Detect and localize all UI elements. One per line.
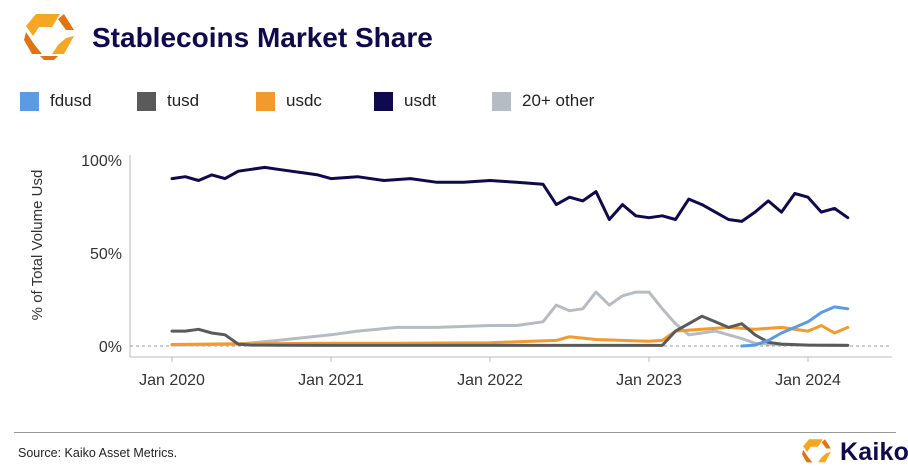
legend-label-usdt: usdt (404, 91, 437, 110)
y-tick-label: 50% (90, 246, 122, 263)
x-tick-label: Jan 2023 (616, 372, 682, 389)
y-tick-label: 0% (99, 339, 122, 356)
x-tick-label: Jan 2020 (139, 372, 205, 389)
line-chart: 100% 50% 0% Jan 2020 Jan 2021 Jan 2022 Jan 202… (29, 153, 892, 389)
legend-swatch-other (492, 91, 511, 111)
legend-swatch-usdt (374, 91, 393, 111)
series-line-usdc (170, 324, 850, 346)
kaiko-small-logo-icon (802, 439, 831, 463)
series-line-usdt (170, 165, 850, 223)
legend-label-fdusd: fdusd (50, 91, 92, 110)
legend-item-usdt: usdt (374, 88, 436, 114)
legend-swatch-fdusd (20, 91, 39, 111)
kaiko-logo-icon (24, 14, 74, 60)
plot-area: 100% 50% 0% Jan 2020 Jan 2021 Jan 2022 Jan 202… (81, 153, 892, 389)
legend-swatch-usdc (256, 91, 275, 111)
x-tick-label: Jan 2022 (457, 372, 523, 389)
chart-legend: fdusd tusd usdc usdt 20+ other (20, 88, 720, 114)
series-line-other (170, 290, 850, 347)
series-line-tusd (170, 314, 850, 347)
legend-label-tusd: tusd (167, 91, 200, 110)
legend-item-usdc: usdc (256, 88, 322, 114)
header (22, 10, 78, 62)
x-tick-label: Jan 2024 (775, 372, 841, 389)
legend-item-tusd: tusd (137, 88, 199, 114)
legend-swatch-tusd (137, 91, 156, 111)
y-tick-label: 100% (81, 153, 122, 170)
footer-divider (14, 432, 896, 433)
brand-name: Kaiko (840, 437, 908, 466)
x-tick-label: Jan 2021 (298, 372, 364, 389)
legend-label-other: 20+ other (522, 91, 595, 110)
page-title: Stablecoins Market Share (92, 22, 433, 53)
legend-item-fdusd: fdusd (20, 88, 92, 114)
legend-label-usdc: usdc (286, 91, 322, 110)
y-axis-label: % of Total Volume Usd (29, 170, 46, 321)
source-note: Source: Kaiko Asset Metrics. (18, 446, 178, 460)
series-line-fdusd (740, 305, 850, 348)
footer-brand: Kaiko (800, 437, 908, 467)
legend-item-other: 20+ other (492, 88, 594, 114)
